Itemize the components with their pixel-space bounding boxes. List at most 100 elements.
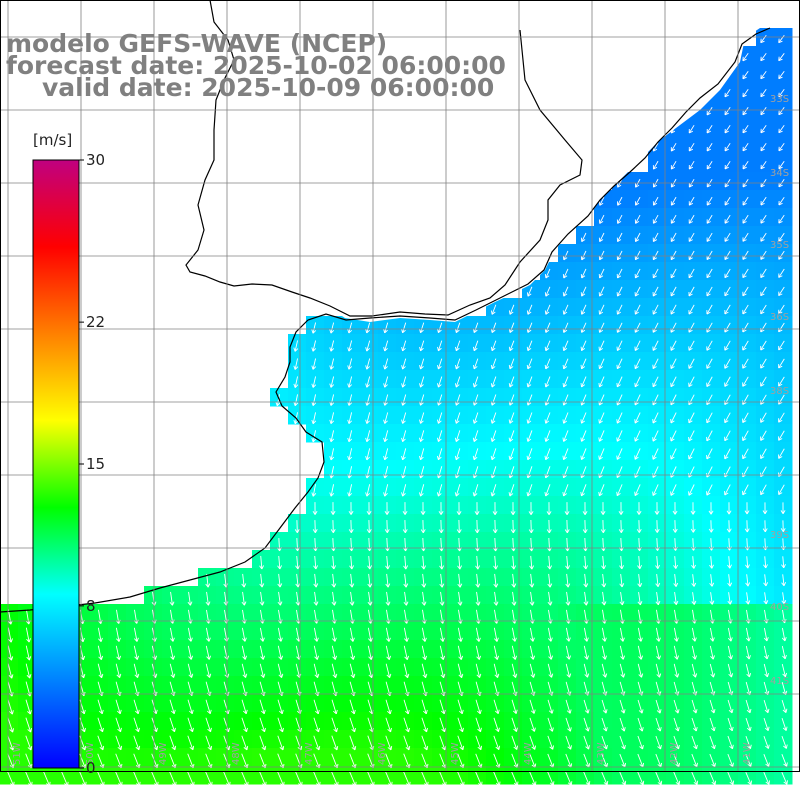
wind-arrow	[760, 124, 767, 134]
wind-arrow	[383, 430, 389, 443]
wind-arrow	[760, 107, 767, 116]
wind-arrow	[508, 484, 515, 497]
wind-arrow	[347, 376, 353, 388]
latitude-label: 35S	[770, 240, 789, 251]
wind-arrow	[454, 412, 461, 424]
wind-arrow	[634, 196, 641, 206]
wind-arrow	[762, 502, 768, 515]
wind-arrow	[724, 484, 731, 496]
wind-arrow	[670, 160, 677, 170]
wind-arrow	[472, 448, 479, 461]
wind-arrow	[562, 286, 569, 297]
wind-arrow	[706, 448, 713, 460]
wind-arrow	[634, 484, 641, 497]
wind-arrow	[742, 124, 749, 134]
wind-arrow	[634, 214, 641, 224]
wind-arrow	[742, 484, 749, 496]
wind-arrow	[490, 412, 497, 424]
wind-arrow	[472, 358, 479, 370]
wind-arrow	[742, 376, 749, 387]
latitude-label: 40S	[770, 602, 789, 613]
wind-arrow	[654, 502, 660, 515]
wind-arrow	[706, 232, 713, 242]
wind-arrow	[329, 340, 335, 352]
wind-arrow	[562, 448, 569, 461]
wind-arrow	[706, 106, 713, 116]
wind-arrow	[436, 430, 443, 442]
wind-arrow	[616, 484, 623, 497]
wind-arrow	[634, 268, 641, 279]
wind-arrow	[562, 466, 569, 479]
wind-arrow	[706, 214, 713, 224]
wind-arrow	[778, 125, 785, 134]
wind-arrow	[760, 340, 767, 351]
wind-arrow	[616, 268, 623, 279]
wind-arrow	[634, 466, 641, 478]
wind-arrow	[652, 448, 659, 460]
wind-arrow	[384, 502, 390, 515]
wind-arrow	[580, 232, 587, 243]
wind-arrow	[760, 160, 767, 170]
wind-arrow	[544, 466, 551, 479]
wind-arrow	[706, 142, 713, 152]
wind-arrow	[383, 448, 389, 461]
wind-arrow	[688, 214, 695, 224]
wind-arrow	[598, 358, 605, 370]
wind-arrow	[742, 358, 749, 369]
wind-arrow	[544, 340, 551, 352]
wind-arrow	[724, 268, 731, 279]
wind-arrow	[598, 376, 605, 388]
wind-arrow	[454, 376, 461, 388]
wind-arrow	[419, 448, 425, 461]
wind-arrow	[544, 412, 551, 424]
wind-arrow	[706, 484, 713, 496]
wind-arrow	[742, 53, 749, 62]
wind-arrow	[598, 412, 605, 424]
longitude-label: 41W	[742, 742, 753, 765]
wind-arrow	[599, 196, 605, 206]
wind-arrow	[508, 412, 515, 424]
wind-arrow	[760, 53, 767, 62]
wind-arrow	[508, 358, 515, 370]
wind-arrow	[329, 394, 335, 406]
latitude-label: 38S	[770, 386, 789, 397]
wind-arrow	[670, 304, 677, 315]
wind-arrow	[652, 232, 659, 242]
wind-arrow	[329, 376, 335, 388]
wind-arrow	[742, 448, 749, 460]
wind-arrow	[437, 322, 443, 334]
wind-arrow	[508, 448, 515, 461]
wind-arrow	[652, 160, 659, 170]
latitude-label: 39S	[770, 530, 789, 541]
wind-arrow	[580, 430, 587, 442]
wind-arrow	[598, 250, 605, 261]
wind-arrow	[454, 358, 461, 370]
wind-arrow	[778, 268, 785, 278]
wind-arrow	[742, 106, 749, 116]
wind-arrow	[528, 502, 534, 515]
wind-arrow	[347, 322, 353, 334]
wind-arrow	[742, 88, 749, 98]
wind-arrow	[760, 89, 767, 98]
wind-arrow	[652, 412, 659, 424]
wind-arrow	[508, 340, 515, 352]
wind-arrow	[580, 448, 587, 460]
wind-arrow	[688, 358, 695, 369]
wind-arrow	[438, 502, 444, 515]
wind-arrow	[616, 214, 623, 224]
colorbar-unit: [m/s]	[33, 131, 73, 149]
wind-arrow	[652, 196, 659, 206]
wind-arrow	[526, 340, 533, 352]
wind-arrow	[634, 340, 641, 351]
wind-arrow	[688, 484, 695, 496]
wind-arrow	[329, 322, 335, 334]
wind-arrow	[724, 142, 731, 152]
wind-arrow	[508, 304, 515, 315]
wind-arrow	[724, 124, 731, 134]
longitude-label: 47W	[304, 742, 315, 765]
wind-arrow	[329, 358, 335, 370]
wind-arrow	[456, 502, 462, 515]
longitude-label: 45W	[450, 742, 461, 765]
wind-arrow	[311, 358, 317, 370]
wind-arrow	[670, 268, 677, 279]
